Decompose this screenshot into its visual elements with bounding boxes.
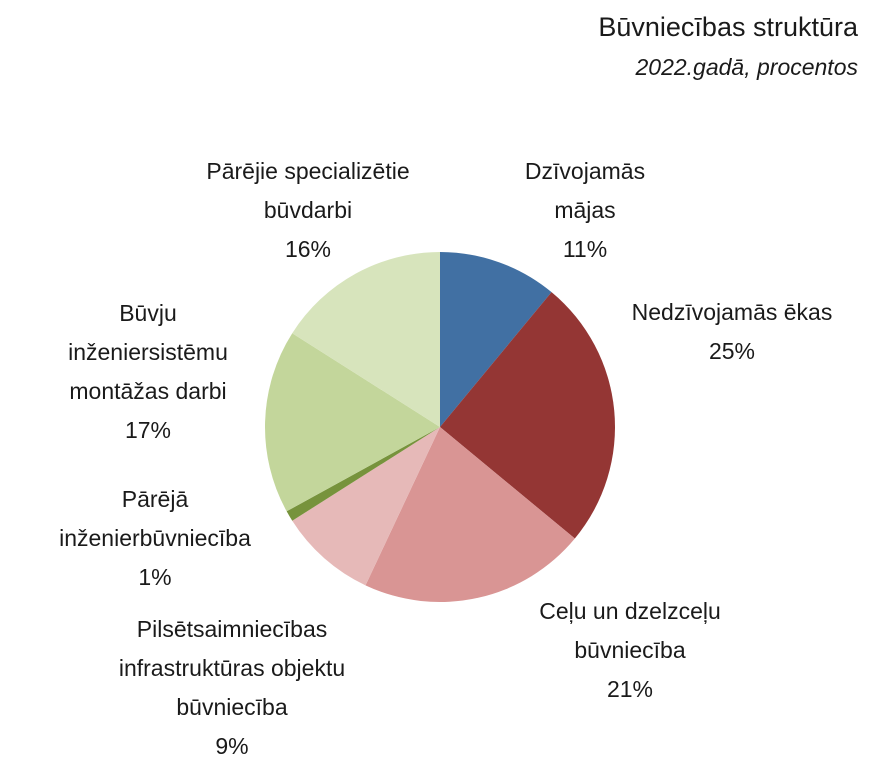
category-label: Būvju inženiersistēmu montāžas darbi — [68, 300, 228, 404]
pie-slice — [440, 292, 615, 539]
category-label: Ceļu un dzelzceļu būvniecība — [539, 598, 721, 663]
slice-label: Nedzīvojamās ēkas 25% — [582, 293, 869, 371]
pie-slice — [286, 427, 440, 521]
slice-label: Dzīvojamās mājas 11% — [505, 152, 665, 269]
slice-label: Būvju inženiersistēmu montāžas darbi 17% — [48, 294, 248, 450]
pie-slice — [264, 333, 440, 512]
pie-slice — [292, 252, 440, 427]
category-label: Pilsētsaimniecības infrastruktūras objek… — [118, 616, 346, 720]
category-label: Nedzīvojamās ēkas — [631, 299, 833, 325]
value-label: 25% — [708, 338, 756, 364]
slice-label: Pārējā inženierbūvniecība 1% — [40, 480, 270, 597]
category-label: Pārējā inženierbūvniecība — [59, 486, 251, 551]
value-label: 16% — [284, 236, 332, 262]
value-label: 9% — [215, 733, 249, 759]
value-label: 1% — [138, 564, 172, 590]
pie-slice — [292, 427, 440, 586]
pie-slice — [365, 427, 575, 602]
slice-label: Ceļu un dzelzceļu būvniecība 21% — [520, 592, 740, 709]
category-label: Pārējie specializētie būvdarbi — [206, 158, 410, 223]
value-label: 21% — [606, 676, 654, 702]
value-label: 11% — [562, 236, 608, 262]
category-label: Dzīvojamās mājas — [524, 158, 646, 223]
slice-label: Pārējie specializētie būvdarbi 16% — [173, 152, 443, 269]
chart-subtitle: 2022.gadā, procentos — [635, 54, 858, 80]
value-label: 17% — [124, 417, 172, 443]
chart-title: Būvniecības struktūra — [598, 12, 858, 42]
pie-slice — [440, 252, 552, 427]
slice-label: Pilsētsaimniecības infrastruktūras objek… — [112, 610, 352, 761]
